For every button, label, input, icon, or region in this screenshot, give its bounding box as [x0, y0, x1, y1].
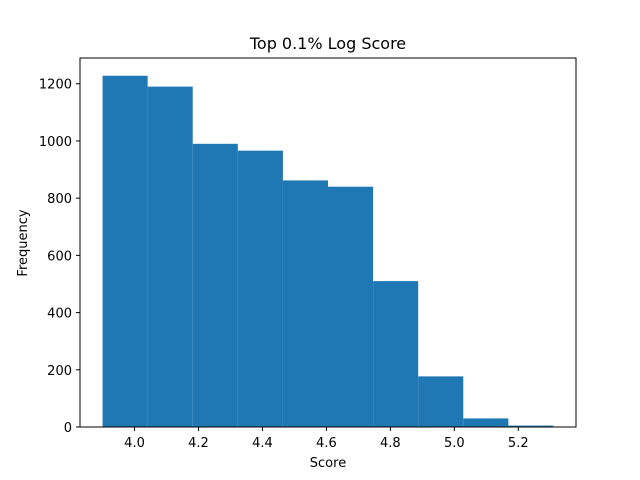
y-tick-label: 1000 [39, 135, 72, 150]
y-axis: 0 200 400 600 800 1000 1200 [39, 78, 80, 436]
x-tick-label: 4.6 [316, 436, 337, 451]
y-tick-label: 200 [47, 364, 72, 379]
y-tick-label: 800 [47, 192, 72, 207]
y-tick-label: 1200 [39, 78, 72, 93]
x-tick-label: 4.0 [124, 436, 145, 451]
bars-group [102, 75, 554, 428]
x-tick-label: 5.0 [444, 436, 465, 451]
histogram-bar [237, 150, 283, 427]
y-tick-label: 600 [47, 249, 72, 264]
y-tick-label: 0 [64, 421, 72, 436]
x-tick-label: 4.8 [380, 436, 401, 451]
x-tick-label: 5.2 [508, 436, 529, 451]
x-axis-title: Score [310, 456, 346, 471]
y-tick-label: 400 [47, 307, 72, 322]
x-tick-label: 4.2 [188, 436, 209, 451]
y-axis-title: Frequency [16, 209, 31, 276]
histogram-bar [373, 281, 419, 427]
histogram-bar [282, 180, 328, 427]
plot-frame [79, 57, 577, 428]
histogram-bar [418, 376, 464, 427]
histogram-bar [463, 418, 509, 427]
x-axis: 4.0 4.2 4.4 4.6 4.8 5.0 5.2 [124, 427, 529, 451]
histogram-bar [192, 143, 238, 427]
chart-title: Top 0.1% Log Score [249, 34, 406, 53]
histogram-bar [328, 186, 374, 427]
histogram-bar [508, 425, 554, 427]
histogram-bar [147, 86, 193, 428]
histogram-bar [102, 75, 148, 427]
x-tick-label: 4.4 [252, 436, 273, 451]
